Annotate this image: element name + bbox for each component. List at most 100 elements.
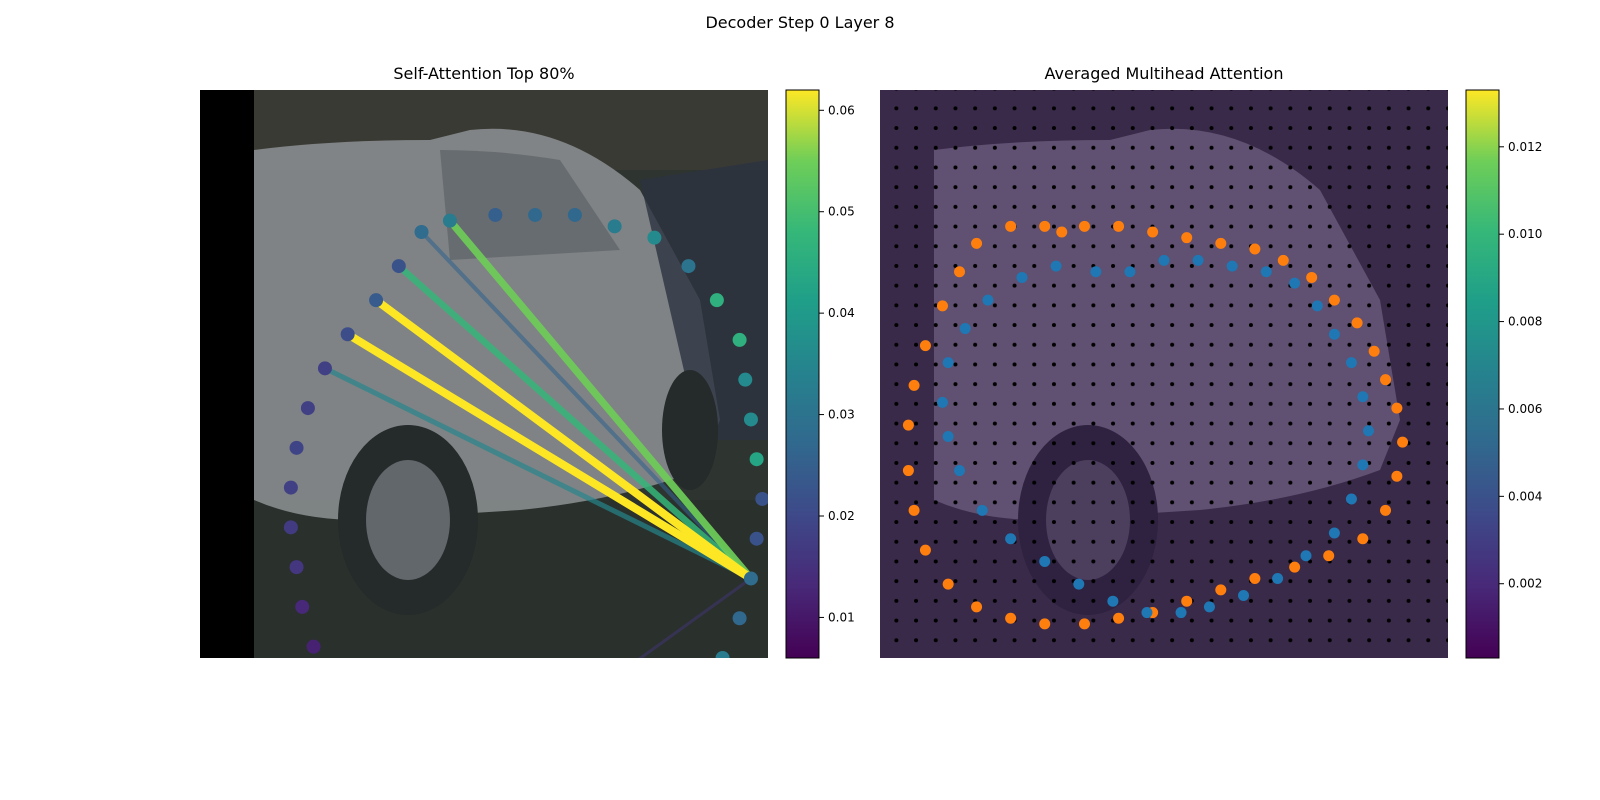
polygon-point <box>647 230 662 245</box>
polygon-point <box>749 531 764 546</box>
polygon-point <box>340 327 355 342</box>
orange-point <box>1249 572 1261 584</box>
blue-point <box>1039 555 1051 567</box>
polygon-point <box>681 259 696 274</box>
orange-point <box>908 504 920 516</box>
orange-point <box>1249 243 1261 255</box>
heatmap-cells <box>1063 658 1165 719</box>
orange-point <box>1039 618 1051 630</box>
orange-point <box>1113 220 1125 232</box>
orange-point <box>1181 595 1193 607</box>
left-colorbar-tick-label: 0.05 <box>828 205 855 219</box>
polygon-point <box>613 731 627 745</box>
orange-point <box>1005 612 1017 624</box>
left-colorbar-ticks: 0.01 0.02 0.03 0.04 0.05 0.06 <box>819 103 855 624</box>
polygon-point <box>715 651 730 658</box>
orange-point <box>1391 470 1403 482</box>
orange-point <box>1357 533 1369 545</box>
polygon-point <box>738 372 753 387</box>
attention-line <box>343 330 755 583</box>
orange-point <box>1039 220 1051 232</box>
right-colorbar-ticks: 0.002 0.004 0.006 0.008 0.010 0.012 <box>1499 140 1542 591</box>
orange-point <box>971 237 983 249</box>
polygon-point <box>607 219 622 234</box>
orange-point <box>902 419 914 431</box>
left-colorbar-tick-label: 0.06 <box>828 103 855 117</box>
left-colorbar-tick-label: 0.02 <box>828 509 855 523</box>
polygon-point <box>300 401 315 416</box>
orange-point <box>919 544 931 556</box>
polygon-point <box>755 491 768 506</box>
attention-line <box>372 296 755 583</box>
right-colorbar-tick-label: 0.006 <box>1508 402 1542 416</box>
attention-line <box>419 229 754 581</box>
blue-points <box>936 254 1374 619</box>
orange-point <box>1368 345 1380 357</box>
heatmap-cell <box>1083 658 1104 679</box>
polygon-point <box>442 213 457 228</box>
blue-point <box>1238 590 1250 602</box>
blue-point <box>1362 425 1374 437</box>
blue-point <box>1141 607 1153 619</box>
orange-point <box>942 578 954 590</box>
left-colorbar-tick-label: 0.04 <box>828 306 855 320</box>
polygon-point <box>743 412 758 427</box>
blue-point <box>1050 260 1062 272</box>
polygon-points <box>283 207 768 762</box>
query-grid-dots <box>880 90 1448 658</box>
orange-point <box>902 465 914 477</box>
blue-point <box>982 294 994 306</box>
orange-point <box>1380 374 1392 386</box>
orange-point <box>1181 232 1193 244</box>
blue-point <box>1226 260 1238 272</box>
polygon-point <box>289 440 304 455</box>
orange-point <box>1391 402 1403 414</box>
heatmap-cell <box>1123 678 1144 699</box>
polygon-point <box>732 332 747 347</box>
orange-point <box>1289 561 1301 573</box>
blue-point <box>942 430 954 442</box>
polygon-point <box>283 520 298 535</box>
blue-point <box>976 504 988 516</box>
blue-point <box>1260 266 1272 278</box>
orange-point <box>1113 612 1125 624</box>
polygon-point <box>567 207 582 222</box>
left-panel-title: Self-Attention Top 80% <box>393 64 575 83</box>
blue-point <box>1175 607 1187 619</box>
polygon-point <box>386 725 400 739</box>
blue-point <box>1311 300 1323 312</box>
orange-point <box>908 379 920 391</box>
polygon-point <box>289 560 304 575</box>
orange-point <box>971 601 983 613</box>
polygon-point <box>709 293 724 308</box>
polygon-point <box>749 452 764 467</box>
left-colorbar-tick-label: 0.01 <box>828 610 855 624</box>
left-panel <box>200 90 768 762</box>
blue-point <box>1107 595 1119 607</box>
right-colorbar-tick-label: 0.008 <box>1508 315 1542 329</box>
polygon-point <box>653 713 667 727</box>
orange-point <box>1078 220 1090 232</box>
orange-point <box>1215 584 1227 596</box>
polygon-point <box>687 685 701 699</box>
orange-point <box>1005 220 1017 232</box>
orange-point <box>1380 504 1392 516</box>
blue-point <box>1124 266 1136 278</box>
left-colorbar: 0.01 0.02 0.03 0.04 0.05 0.06 <box>785 89 855 659</box>
blue-point <box>1345 357 1357 369</box>
blue-point <box>1328 527 1340 539</box>
polygon-point <box>539 748 553 762</box>
blue-point <box>942 357 954 369</box>
heatmap-cell <box>1144 678 1165 699</box>
blue-point <box>936 396 948 408</box>
blue-point <box>1203 601 1215 613</box>
blue-point <box>1073 578 1085 590</box>
polygon-point <box>414 225 429 239</box>
heatmap-cell <box>1103 658 1124 679</box>
orange-point <box>1078 618 1090 630</box>
orange-point <box>1056 226 1068 238</box>
blue-point <box>1328 328 1340 340</box>
heatmap-cell <box>1063 678 1084 699</box>
orange-points <box>902 220 1409 630</box>
